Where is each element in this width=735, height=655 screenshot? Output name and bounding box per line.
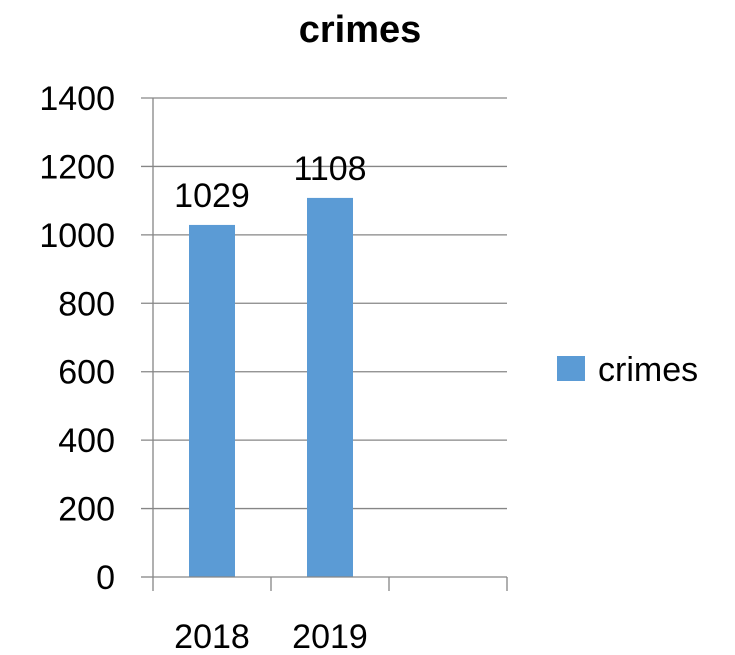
legend-swatch-crimes — [557, 356, 585, 381]
x-axis-tick-labels: 2018 2019 — [174, 618, 368, 655]
y-tick-label: 1200 — [39, 148, 115, 186]
legend-label-crimes: crimes — [598, 351, 698, 389]
bar-2018 — [189, 224, 235, 577]
y-tick-label: 400 — [58, 422, 115, 460]
data-labels: 1029 1108 — [174, 150, 366, 215]
y-tick-label: 1400 — [39, 80, 115, 118]
y-axis-tick-labels: 0 200 400 600 800 1000 1200 1400 — [39, 80, 115, 597]
x-tick-label: 2018 — [174, 618, 250, 655]
x-axis — [141, 98, 508, 591]
y-tick-label: 600 — [58, 354, 115, 392]
bars — [189, 197, 353, 578]
legend: crimes — [557, 351, 698, 389]
y-tick-label: 0 — [96, 559, 115, 597]
y-tick-label: 1000 — [39, 217, 115, 255]
x-tick-label: 2019 — [292, 618, 368, 655]
bar-2019 — [307, 197, 353, 578]
y-tick-label: 200 — [58, 491, 115, 529]
data-label: 1029 — [174, 177, 250, 215]
data-label: 1108 — [293, 150, 366, 188]
chart-title: crimes — [299, 9, 422, 51]
y-tick-label: 800 — [58, 285, 115, 323]
